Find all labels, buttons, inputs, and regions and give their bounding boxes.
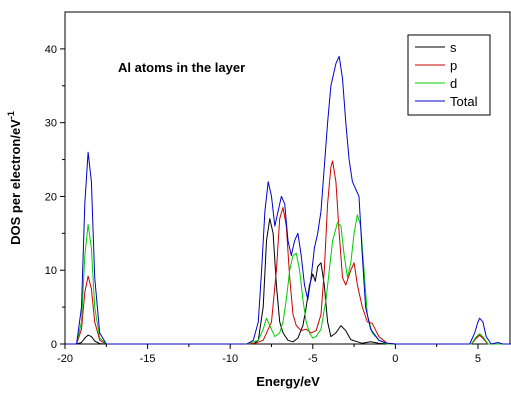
y-axis-title-superscript: -1 xyxy=(6,111,16,119)
series-layer xyxy=(65,55,511,345)
chart-annotation: Al atoms in the layer xyxy=(118,60,245,75)
legend: spd Total xyxy=(407,34,491,116)
series-line-d xyxy=(65,214,511,345)
legend-label-s: s xyxy=(450,40,457,55)
x-axis: -20 -15 -10 -5 0 5 xyxy=(57,344,481,365)
legend-box xyxy=(407,34,491,116)
x-tick-label: -20 xyxy=(57,353,73,365)
x-axis-title: Energy/eV xyxy=(256,374,320,389)
y-tick-label: 40 xyxy=(45,44,57,56)
x-tick-label: -5 xyxy=(308,353,318,365)
y-axis-title: DOS per electron/eV-1 xyxy=(6,111,23,245)
y-tick-label: 30 xyxy=(45,118,57,130)
x-tick-label: -15 xyxy=(140,353,156,365)
legend-label-p: p xyxy=(450,58,457,73)
y-axis-title-main: DOS per electron/eV xyxy=(8,119,23,245)
x-tick-label: 5 xyxy=(475,353,481,365)
y-tick-label: 0 xyxy=(51,339,57,351)
plot-frame xyxy=(64,11,511,345)
legend-label-total: Total xyxy=(450,94,478,109)
series-line-total xyxy=(65,55,511,345)
y-axis: 0 10 20 30 40 xyxy=(45,44,65,351)
x-tick-label: -10 xyxy=(222,353,238,365)
series-line-p xyxy=(65,160,511,345)
plot-area xyxy=(64,11,511,345)
y-tick-label: 20 xyxy=(45,191,57,203)
x-tick-label: 0 xyxy=(392,353,398,365)
legend-label-d: d xyxy=(450,76,457,91)
y-tick-label: 10 xyxy=(45,265,57,277)
